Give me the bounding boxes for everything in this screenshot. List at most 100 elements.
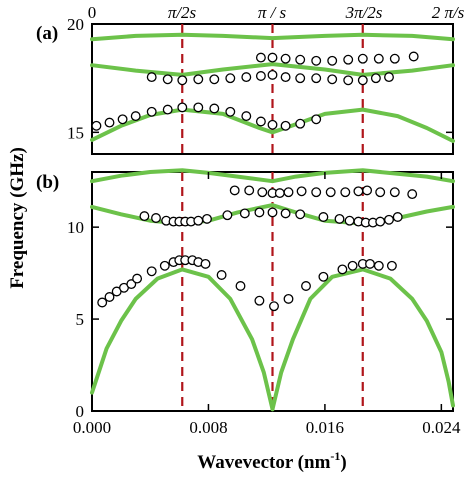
data-point-1-2-12 (375, 187, 386, 198)
x-tick-label-2: 0.016 (306, 418, 344, 437)
axis-ticks (91, 23, 453, 412)
data-point-1-2-1 (244, 185, 255, 196)
data-point-0-0-2 (117, 114, 128, 125)
data-point-1-2-6 (296, 186, 307, 197)
data-point-1-2-7 (311, 187, 322, 198)
data-point-1-0-0 (97, 297, 108, 308)
data-point-0-2-5 (327, 55, 338, 66)
y-axis-label: Frequency (GHz) (7, 147, 28, 289)
data-point-1-1-16 (334, 213, 345, 224)
x-axis-label-superscript: -1 (330, 449, 340, 463)
data-point-1-1-12 (267, 207, 278, 218)
data-point-0-0-13 (280, 120, 291, 131)
data-point-0-2-0 (255, 52, 266, 63)
data-point-0-1-7 (255, 71, 266, 81)
data-point-1-2-13 (389, 187, 400, 198)
data-point-1-2-5 (283, 187, 294, 198)
data-point-0-1-13 (343, 75, 354, 86)
data-point-0-0-12 (267, 119, 278, 130)
data-point-0-0-1 (104, 117, 115, 128)
data-point-1-1-14 (295, 209, 306, 220)
data-point-0-2-6 (343, 54, 354, 65)
data-point-0-1-0 (146, 72, 157, 83)
data-point-0-2-2 (280, 53, 291, 64)
data-point-1-0-5 (132, 273, 143, 284)
data-point-1-0-7 (159, 260, 170, 271)
data-point-0-0-15 (311, 114, 322, 125)
data-point-1-0-25 (373, 260, 384, 271)
y-tick-label-1-1: 5 (76, 310, 85, 329)
data-point-1-2-2 (257, 187, 268, 198)
data-point-0-0-4 (146, 106, 157, 117)
data-point-0-0-3 (130, 111, 141, 122)
data-point-0-0-5 (162, 104, 173, 115)
data-point-0-2-7 (357, 53, 368, 64)
data-point-0-0-14 (295, 118, 306, 129)
data-point-1-0-21 (337, 264, 348, 275)
data-point-0-1-9 (280, 72, 291, 83)
data-point-0-0-6 (177, 102, 188, 113)
data-point-0-1-14 (357, 75, 368, 86)
data-point-1-1-1 (151, 213, 161, 223)
data-point-1-0-14 (216, 270, 227, 280)
data-point-0-1-12 (327, 74, 338, 85)
data-point-1-0-24 (365, 258, 375, 269)
data-point-0-1-2 (177, 75, 188, 86)
data-point-1-0-6 (146, 266, 157, 277)
data-point-0-1-1 (162, 74, 173, 85)
data-point-0-0-10 (241, 111, 252, 122)
data-point-0-1-4 (209, 74, 220, 85)
data-point-1-2-11 (362, 185, 373, 196)
y-tick-label-0-0: 15 (67, 123, 84, 142)
data-point-1-1-21 (375, 216, 386, 227)
data-point-0-1-16 (384, 72, 394, 83)
top-tick-label-1: π/2s (168, 3, 197, 22)
data-point-1-1-17 (344, 215, 355, 226)
data-point-1-1-11 (254, 207, 265, 218)
data-point-0-2-3 (295, 54, 306, 65)
panel-b-label: (b) (36, 172, 59, 193)
data-point-1-2-14 (407, 189, 418, 200)
data-point-0-1-8 (267, 69, 278, 80)
data-point-0-0-7 (193, 102, 204, 113)
data-point-0-2-1 (267, 52, 278, 63)
data-point-1-1-23 (392, 212, 403, 222)
data-point-1-2-4 (274, 188, 285, 199)
data-point-0-2-10 (408, 51, 419, 62)
data-point-1-2-8 (325, 187, 336, 198)
data-point-1-1-9 (222, 210, 233, 221)
data-point-1-0-18 (283, 293, 294, 304)
data-point-0-0-9 (225, 106, 236, 117)
x-axis-label-main: Wavevector (nm (197, 452, 330, 473)
data-point-1-1-13 (280, 208, 291, 219)
measured-points (91, 51, 419, 312)
top-tick-label-0: 0 (88, 3, 97, 22)
data-point-0-1-10 (295, 73, 306, 84)
data-point-0-1-3 (193, 74, 204, 85)
data-point-1-0-16 (254, 295, 265, 306)
x-tick-label-1: 0.008 (189, 418, 227, 437)
data-point-0-1-15 (370, 73, 381, 84)
x-axis-label-close: ) (340, 452, 346, 473)
top-tick-label-2: π / s (258, 3, 287, 22)
data-point-0-0-0 (91, 120, 102, 131)
y-tick-label-1-2: 10 (67, 218, 84, 237)
x-tick-label-0: 0.000 (73, 418, 111, 437)
data-point-1-0-15 (235, 281, 246, 291)
band-line-0-0 (90, 32, 455, 42)
data-point-1-0-1 (104, 292, 115, 302)
data-point-1-0-22 (347, 260, 358, 271)
band-line-1-3 (270, 267, 455, 412)
data-point-1-1-10 (239, 208, 250, 219)
data-point-0-0-11 (255, 116, 266, 127)
data-point-1-1-8 (202, 213, 212, 224)
data-point-0-0-8 (209, 103, 220, 114)
data-point-1-0-20 (318, 271, 329, 282)
data-point-1-1-0 (139, 211, 150, 222)
data-point-1-1-7 (193, 215, 204, 226)
band-line-1-0 (90, 168, 455, 184)
data-point-1-0-13 (200, 258, 211, 269)
data-point-1-2-0 (229, 185, 240, 196)
data-point-0-1-11 (311, 73, 322, 84)
